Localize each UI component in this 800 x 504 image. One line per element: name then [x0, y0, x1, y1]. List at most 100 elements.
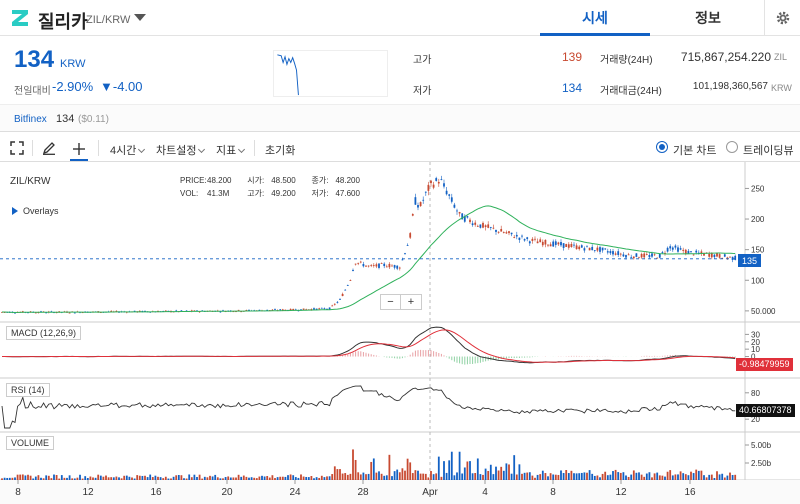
rsi-line — [1, 385, 736, 429]
volume-bar — [107, 477, 110, 480]
tab-info[interactable]: 정보 — [695, 10, 721, 26]
candle-body — [690, 251, 692, 253]
chart-symbol: ZIL/KRW — [10, 176, 51, 187]
volume-bar — [339, 469, 341, 480]
candle-body — [341, 293, 344, 297]
macd-tick-label: 10 — [751, 345, 760, 354]
candle-body — [450, 197, 453, 202]
volume-bar — [609, 474, 612, 480]
coin-dropdown-icon[interactable] — [134, 14, 146, 21]
candle-body — [630, 256, 633, 258]
candle-body — [599, 247, 601, 252]
volume-bar — [196, 476, 198, 480]
reset-button[interactable]: 초기화 — [265, 145, 296, 157]
candle-body — [523, 239, 526, 241]
tradingview-radio[interactable] — [726, 141, 738, 153]
candle-body — [110, 310, 113, 312]
candle-body — [458, 211, 461, 214]
candle-body — [437, 181, 440, 184]
volume-bar — [570, 470, 573, 480]
candle-body — [115, 310, 118, 312]
ohlc-row-2: VOL: 41.3M 고가: 49.200 저가: 47.600 — [180, 188, 360, 199]
basic-chart-label[interactable]: 기본 차트 — [673, 145, 717, 157]
volume-bar — [232, 477, 235, 480]
candle-body — [588, 247, 591, 251]
volume-bar — [388, 454, 391, 480]
candle-body — [302, 308, 305, 310]
volume-bar — [203, 476, 206, 480]
volume-bar — [653, 473, 656, 480]
volume-bar — [518, 464, 521, 480]
volume-bar — [567, 473, 570, 480]
vol-label: VOL: — [180, 189, 199, 198]
open-label: 시가: — [247, 176, 265, 185]
chart-toolbar: 4시간 차트설정 지표 초기화 기본 차트 트레이딩뷰 — [0, 134, 800, 162]
zoom-in-button[interactable]: + — [407, 296, 415, 308]
crosshair-icon[interactable] — [70, 139, 88, 161]
volume-bar — [398, 472, 401, 480]
candle-body — [445, 190, 448, 195]
zoom-out-button[interactable]: − — [381, 295, 402, 309]
volume-bar — [344, 473, 347, 480]
volume-bar — [502, 470, 505, 480]
volume-bar — [362, 472, 365, 480]
candle-body — [357, 262, 360, 264]
exchange-name[interactable]: Bitfinex — [14, 114, 47, 125]
basic-chart-radio[interactable] — [656, 141, 668, 153]
candle-body — [549, 244, 552, 247]
volume-bar — [443, 461, 445, 480]
volume-bar — [489, 464, 492, 480]
close-label: 종가: — [311, 176, 329, 185]
volume-bar — [692, 473, 695, 480]
volume-bar — [84, 476, 87, 480]
candle-body — [609, 251, 612, 254]
volume-bar — [635, 472, 638, 480]
interval-select[interactable]: 4시간 — [110, 142, 146, 158]
fullscreen-icon[interactable] — [8, 139, 26, 157]
candle-body — [586, 245, 588, 247]
volume-bar — [445, 472, 448, 480]
candle-body — [544, 239, 547, 245]
candle-body — [669, 246, 672, 249]
candle-body — [34, 312, 37, 314]
overlays-toggle[interactable]: Overlays — [12, 206, 59, 216]
high-value: 139 — [561, 50, 582, 64]
volume-bar — [372, 458, 375, 480]
candle-body — [723, 254, 726, 257]
indicators-menu[interactable]: 지표 — [216, 142, 246, 158]
volume-bar — [638, 472, 640, 480]
volume-bar — [573, 473, 575, 480]
volume-bar — [138, 475, 141, 480]
volume-bar — [427, 477, 430, 480]
candle-body — [248, 309, 250, 311]
candle-body — [666, 247, 669, 252]
candle-body — [336, 301, 339, 303]
chart-canvas[interactable]: 25020015010050.000302010080205.00b2.50b8… — [0, 162, 800, 504]
candle-body — [222, 310, 224, 312]
gear-icon[interactable] — [764, 0, 800, 36]
candle-body — [99, 312, 102, 314]
volume-bar — [552, 474, 555, 480]
candle-body — [614, 253, 617, 255]
volume-bar — [11, 477, 14, 480]
candle-body — [422, 199, 425, 201]
candle-body — [310, 309, 313, 311]
volume-bar — [149, 474, 152, 480]
candle-body — [315, 308, 318, 310]
volume-bar — [292, 475, 295, 480]
volume-bar — [94, 477, 97, 480]
tradingview-label[interactable]: 트레이딩뷰 — [743, 145, 794, 157]
volume-bar — [268, 477, 271, 480]
volume-bar — [669, 470, 672, 480]
candle-body — [601, 247, 604, 251]
chart-settings-menu[interactable]: 차트설정 — [156, 142, 206, 158]
candle-body — [500, 228, 503, 232]
candle-body — [635, 253, 638, 257]
volume-bar — [453, 475, 456, 480]
volume-bar — [190, 477, 193, 480]
tab-market[interactable]: 시세 — [540, 0, 650, 36]
volume-bar — [198, 474, 201, 480]
volume-bar — [690, 471, 692, 480]
price-chart[interactable]: 25020015010050.000302010080205.00b2.50b8… — [0, 162, 800, 504]
pencil-icon[interactable] — [40, 139, 58, 157]
